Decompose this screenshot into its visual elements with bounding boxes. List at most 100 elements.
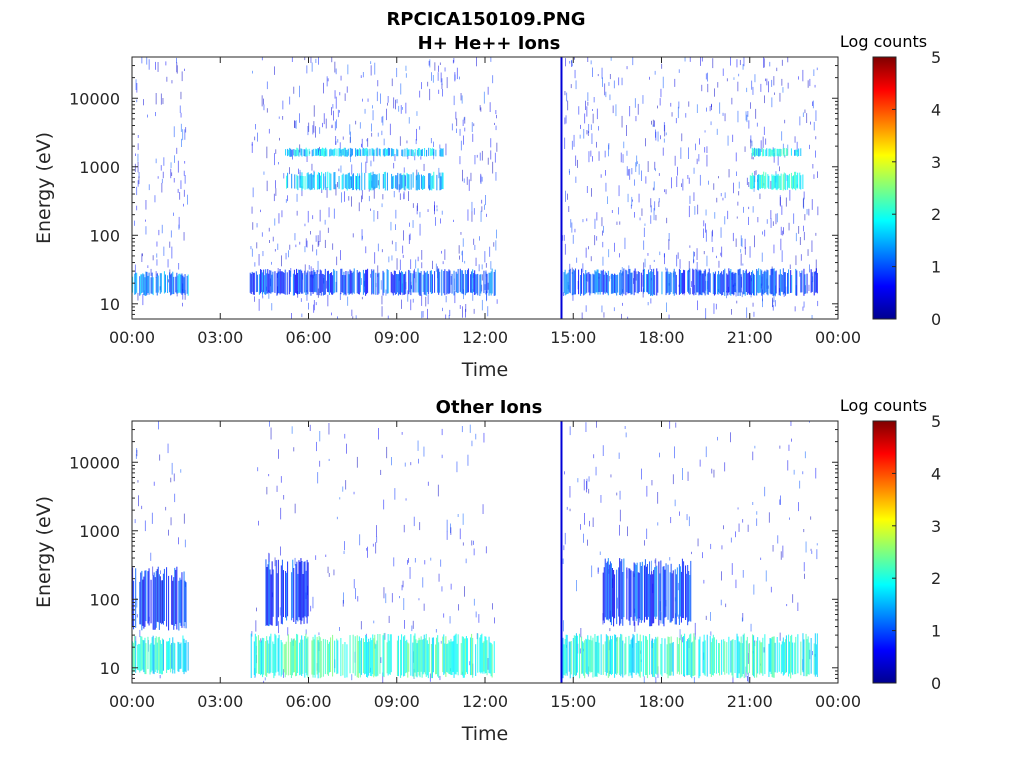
speckle-mark (714, 212, 716, 219)
band-mark (379, 634, 381, 674)
speckle-mark (421, 294, 423, 306)
speckle-mark (395, 209, 397, 219)
band-mark (296, 561, 298, 621)
band-mark (616, 569, 618, 625)
band-mark (790, 172, 792, 189)
speckle-mark (735, 152, 737, 162)
band-mark (310, 173, 312, 190)
band-mark (658, 561, 660, 626)
spectrogram-data (132, 421, 818, 683)
band-mark (299, 561, 301, 621)
speckle-mark (760, 140, 762, 152)
speckle-mark (608, 276, 610, 282)
band-mark (175, 276, 177, 293)
speckle-mark (689, 288, 691, 295)
speckle-mark (813, 121, 815, 131)
y-tick-label: 1000 (79, 522, 120, 541)
speckle-mark (592, 67, 593, 77)
speckle-mark (287, 195, 288, 202)
band-mark (602, 269, 604, 295)
speckle-mark (812, 101, 813, 106)
speckle-mark (736, 171, 737, 176)
speckle-mark (365, 246, 367, 254)
speckle-mark (252, 222, 254, 230)
speckle-mark (716, 197, 718, 203)
speckle-mark (339, 110, 340, 113)
speckle-mark (658, 198, 660, 203)
band-mark (406, 172, 408, 189)
speckle-mark (691, 281, 692, 287)
speckle-mark (348, 196, 350, 201)
band-mark (280, 565, 282, 624)
speckle-mark (693, 192, 695, 201)
speckle-mark (626, 125, 627, 136)
speckle-mark (699, 459, 701, 467)
band-mark (288, 270, 290, 295)
speckle-mark (737, 507, 739, 510)
band-mark (486, 273, 488, 294)
band-mark (443, 271, 445, 294)
speckle-mark (486, 291, 487, 302)
band-mark (144, 570, 146, 627)
band-mark (589, 640, 591, 672)
speckle-mark (651, 560, 652, 572)
speckle-mark (446, 530, 448, 540)
speckle-mark (681, 133, 683, 142)
speckle-mark (373, 152, 375, 162)
speckle-mark (603, 312, 605, 318)
speckle-mark (483, 432, 485, 443)
speckle-mark (639, 617, 640, 623)
band-mark (373, 149, 375, 156)
band-mark (286, 175, 288, 189)
band-mark (668, 273, 670, 295)
speckle-mark (138, 495, 139, 507)
band-mark (614, 574, 616, 619)
band-mark (132, 276, 134, 293)
speckle-mark (564, 91, 566, 96)
speckle-mark (722, 197, 724, 201)
speckle-mark (578, 106, 580, 115)
band-mark (347, 148, 349, 156)
band-mark (702, 641, 704, 673)
speckle-mark (342, 600, 344, 607)
band-mark (619, 558, 621, 626)
x-tick-label: 15:00 (550, 692, 596, 711)
speckle-mark (755, 108, 757, 119)
band-mark (692, 641, 694, 676)
speckle-mark (323, 113, 325, 125)
speckle-mark (807, 249, 809, 256)
speckle-mark (624, 237, 626, 250)
band-mark (329, 172, 331, 191)
band-mark (371, 175, 373, 189)
band-mark (271, 274, 273, 293)
speckle-mark (711, 103, 712, 107)
band-mark (175, 569, 177, 624)
band-mark (685, 565, 687, 620)
speckle-mark (155, 93, 157, 105)
band-mark (270, 633, 272, 673)
band-mark (752, 634, 754, 676)
speckle-mark (442, 89, 443, 97)
speckle-mark (647, 253, 649, 256)
band-mark (311, 271, 313, 292)
band-mark (359, 640, 361, 678)
band-mark (447, 271, 449, 294)
speckle-mark (299, 241, 301, 245)
speckle-mark (672, 474, 674, 485)
band-mark (378, 272, 380, 294)
speckle-mark (490, 138, 492, 148)
speckle-mark (339, 142, 341, 154)
band-mark (662, 566, 664, 624)
band-mark (160, 273, 162, 293)
band-mark (417, 172, 419, 190)
band-mark (330, 637, 332, 672)
band-mark (304, 149, 306, 157)
speckle-mark (143, 99, 144, 106)
band-mark (583, 273, 585, 296)
speckle-mark (802, 471, 804, 475)
band-mark (441, 172, 443, 189)
speckle-mark (711, 468, 713, 474)
band-mark (286, 572, 288, 621)
speckle-mark (772, 305, 774, 311)
band-mark (582, 641, 584, 674)
